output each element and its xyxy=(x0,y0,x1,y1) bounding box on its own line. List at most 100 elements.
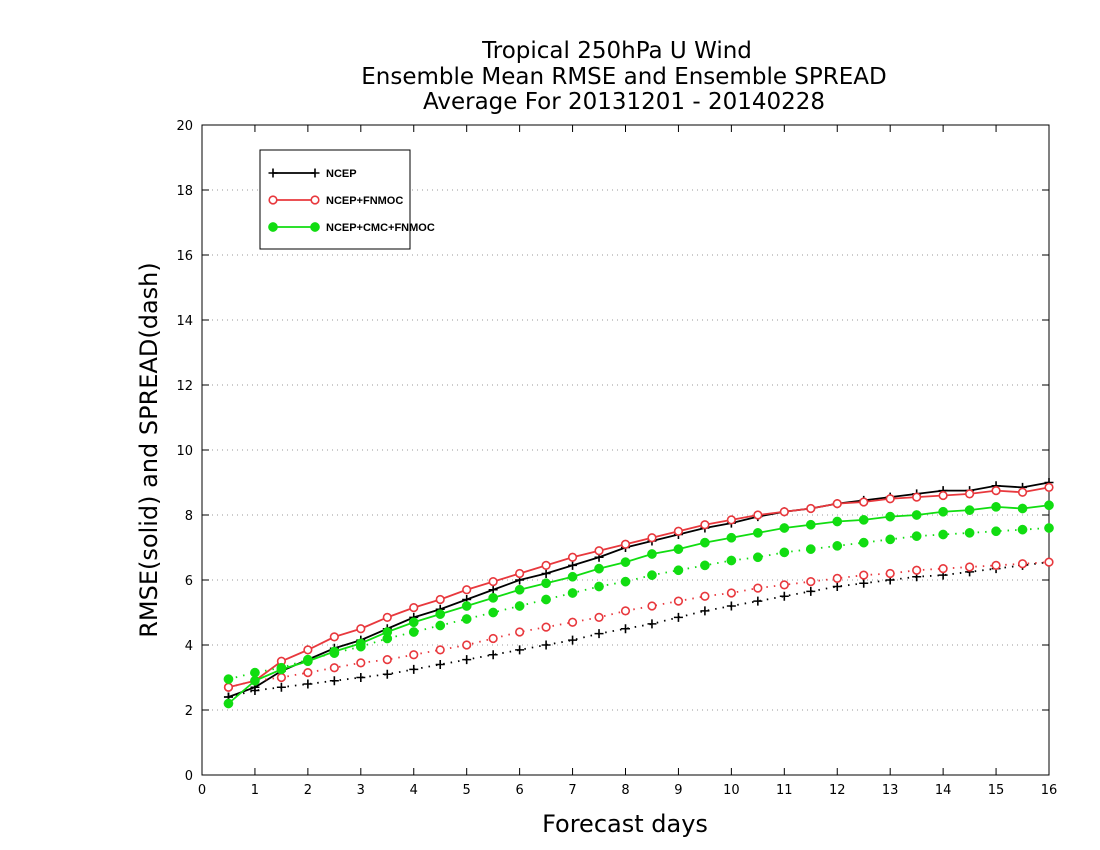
spread-point-ncep xyxy=(462,655,472,665)
series-ncep-cmc-fnmoc xyxy=(223,500,1054,709)
spread-point-ncep-fnmoc xyxy=(594,612,604,622)
spread-point-ncep-fnmoc xyxy=(726,588,736,598)
spread-point-ncep-fnmoc xyxy=(885,568,895,579)
spread-line-ncep-cmc-fnmoc xyxy=(228,527,1050,681)
spread-point-ncep-fnmoc xyxy=(276,672,287,683)
spread-point-ncep xyxy=(647,619,657,629)
rmse-point-ncep-cmc-fnmoc xyxy=(964,505,975,515)
spread-point-ncep-fnmoc xyxy=(541,622,551,632)
rmse-point-ncep-cmc-fnmoc xyxy=(488,593,499,603)
spread-point-ncep-fnmoc xyxy=(356,658,366,668)
spread-point-ncep xyxy=(568,635,578,645)
spread-point-ncep xyxy=(753,596,763,606)
y-tick-label: 20 xyxy=(176,119,193,134)
spread-line-ncep xyxy=(228,561,1050,698)
spread-point-ncep xyxy=(515,645,525,655)
spread-point-ncep xyxy=(859,578,869,588)
spread-point-ncep-fnmoc xyxy=(620,606,631,616)
spread-point-ncep-fnmoc xyxy=(832,573,842,583)
spread-point-ncep xyxy=(673,612,683,622)
x-tick-label: 7 xyxy=(568,783,576,798)
y-tick-label: 12 xyxy=(176,379,193,394)
rmse-point-ncep-cmc-fnmoc xyxy=(382,627,393,637)
rmse-point-ncep-fnmoc xyxy=(726,515,736,525)
x-axis-ticks: 0 1 2 3 4 5 6 7 8 9 10 11 12 13 14 15 16 xyxy=(198,125,1057,798)
rmse-point-ncep-fnmoc xyxy=(594,546,604,556)
rmse-point-ncep-fnmoc xyxy=(356,624,366,634)
rmse-point-ncep-cmc-fnmoc xyxy=(567,571,578,582)
rmse-point-ncep-cmc-fnmoc xyxy=(911,510,922,520)
spread-point-ncep-cmc-fnmoc xyxy=(805,544,816,554)
legend-marker-ncep xyxy=(310,168,320,178)
rmse-point-ncep-fnmoc xyxy=(541,560,551,570)
spread-point-ncep-fnmoc xyxy=(329,663,339,673)
spread-point-ncep-fnmoc xyxy=(435,645,445,655)
rmse-point-ncep-cmc-fnmoc xyxy=(435,609,446,619)
rmse-point-ncep-fnmoc xyxy=(991,486,1001,496)
rmse-point-ncep-cmc-fnmoc xyxy=(594,563,604,574)
spread-point-ncep-fnmoc xyxy=(964,562,975,572)
rmse-point-ncep-cmc-fnmoc xyxy=(276,664,287,675)
spread-point-ncep-cmc-fnmoc xyxy=(700,560,710,571)
legend-marker-ncep xyxy=(268,168,278,178)
spread-point-ncep-cmc-fnmoc xyxy=(858,537,869,548)
rmse-point-ncep-fnmoc xyxy=(885,494,895,504)
spread-point-ncep-fnmoc xyxy=(488,633,498,644)
rmse-point-ncep-fnmoc xyxy=(462,585,472,595)
x-tick-label: 11 xyxy=(776,783,793,798)
rmse-point-ncep-cmc-fnmoc xyxy=(647,549,657,559)
spread-point-ncep xyxy=(409,664,419,674)
rmse-point-ncep-fnmoc xyxy=(912,492,922,502)
x-tick-label: 13 xyxy=(882,783,899,798)
x-tick-label: 14 xyxy=(935,783,952,798)
rmse-point-ncep-fnmoc xyxy=(673,526,684,536)
x-tick-label: 10 xyxy=(723,783,740,798)
spread-point-ncep-cmc-fnmoc xyxy=(408,627,419,637)
spread-point-ncep xyxy=(700,606,710,616)
rmse-point-ncep-fnmoc xyxy=(488,577,498,587)
x-axis-label: Forecast days xyxy=(542,810,708,838)
rmse-point-ncep-fnmoc xyxy=(382,612,392,622)
rmse-point-ncep-cmc-fnmoc xyxy=(700,537,710,548)
spread-point-ncep-fnmoc xyxy=(700,591,710,601)
spread-point-ncep-cmc-fnmoc xyxy=(250,667,260,678)
rmse-point-ncep-fnmoc xyxy=(223,682,234,692)
spread-point-ncep-fnmoc xyxy=(859,570,869,580)
spread-point-ncep-cmc-fnmoc xyxy=(461,614,472,624)
rmse-point-ncep-fnmoc xyxy=(806,503,816,514)
spread-point-ncep-fnmoc xyxy=(991,560,1001,570)
x-tick-label: 8 xyxy=(621,783,629,798)
spread-point-ncep-fnmoc xyxy=(409,650,419,660)
spread-point-ncep xyxy=(832,582,842,591)
spread-point-ncep xyxy=(329,676,339,686)
spread-point-ncep-fnmoc xyxy=(806,577,816,587)
spread-point-ncep xyxy=(488,650,498,660)
spread-point-ncep-cmc-fnmoc xyxy=(911,531,922,541)
series-ncep-fnmoc xyxy=(223,482,1054,692)
legend-label-ncep-fnmoc: NCEP+FNMOC xyxy=(326,195,403,207)
rmse-point-ncep-cmc-fnmoc xyxy=(832,516,843,527)
rmse-point-ncep-cmc-fnmoc xyxy=(938,506,948,517)
spread-point-ncep xyxy=(382,669,392,679)
rmse-point-ncep-cmc-fnmoc xyxy=(355,638,366,649)
x-tick-label: 5 xyxy=(463,783,471,798)
y-tick-label: 8 xyxy=(185,509,193,524)
spread-point-ncep-cmc-fnmoc xyxy=(488,607,499,618)
rmse-point-ncep-fnmoc xyxy=(567,552,578,562)
rmse-point-ncep-cmc-fnmoc xyxy=(673,544,684,554)
rmse-point-ncep-fnmoc xyxy=(700,520,710,530)
chart-title-line-3: Average For 20131201 - 20140228 xyxy=(423,89,825,115)
spread-point-ncep xyxy=(303,679,313,689)
x-tick-label: 6 xyxy=(515,783,523,798)
spread-point-ncep-cmc-fnmoc xyxy=(647,570,657,580)
rmse-point-ncep-fnmoc xyxy=(409,603,419,613)
chart-title: Tropical 250hPa U Wind Ensemble Mean RMS… xyxy=(361,38,886,115)
rmse-point-ncep-cmc-fnmoc xyxy=(541,578,551,589)
spread-point-ncep-fnmoc xyxy=(673,596,684,606)
y-tick-label: 14 xyxy=(176,314,193,329)
rmse-line-ncep-fnmoc xyxy=(228,486,1050,689)
x-tick-label: 16 xyxy=(1041,783,1058,798)
spread-point-ncep-cmc-fnmoc xyxy=(752,552,763,563)
rmse-point-ncep-fnmoc xyxy=(620,539,631,549)
